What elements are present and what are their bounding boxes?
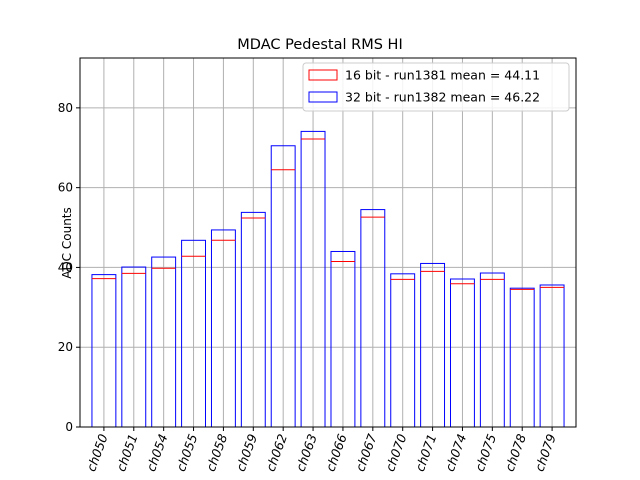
x-tick-label: ch062 (263, 432, 290, 473)
x-tick-label: ch067 (352, 432, 379, 473)
y-axis-label: ADC Counts (60, 207, 74, 279)
y-tick-label: 0 (65, 420, 73, 434)
x-axis: ch050 ch051 ch054 ch055 ch058 ch059 ch062 ch063… (83, 427, 559, 473)
x-tick-label: ch063 (293, 432, 320, 473)
y-tick-label: 60 (58, 181, 73, 195)
chart-title: MDAC Pedestal RMS HI (237, 37, 402, 53)
x-tick-label: ch055 (173, 432, 200, 473)
x-tick-label: ch058 (203, 432, 230, 473)
y-tick-label: 80 (58, 101, 73, 115)
plot-area-frame (79, 57, 577, 428)
legend-label: 16 bit - run1381 mean = 44.11 (345, 68, 540, 83)
y-tick-label: 40 (58, 260, 73, 274)
x-tick-label: ch075 (472, 432, 499, 473)
x-tick-label: ch059 (233, 432, 260, 473)
legend-box (302, 62, 570, 112)
legend: 16 bit - run1381 mean = 44.11 32 bit - ru… (302, 62, 570, 112)
bars (91, 130, 565, 428)
x-tick-label: ch051 (113, 432, 140, 473)
legend-swatch (308, 69, 338, 81)
x-tick-label: ch071 (412, 432, 439, 473)
x-tick-label: ch070 (382, 432, 409, 473)
grid-lines (80, 58, 576, 428)
x-tick-label: ch078 (502, 432, 529, 473)
y-tick-label: 20 (58, 340, 73, 354)
x-tick-label: ch066 (322, 432, 349, 473)
x-tick-label: ch054 (143, 432, 170, 473)
y-axis: 0 20 40 60 80 (58, 101, 80, 434)
x-tick-label: ch079 (532, 432, 559, 473)
x-tick-label: ch050 (83, 432, 110, 473)
legend-label: 32 bit - run1382 mean = 46.22 (345, 90, 540, 105)
legend-swatch (308, 91, 338, 103)
x-tick-label: ch074 (442, 432, 469, 473)
